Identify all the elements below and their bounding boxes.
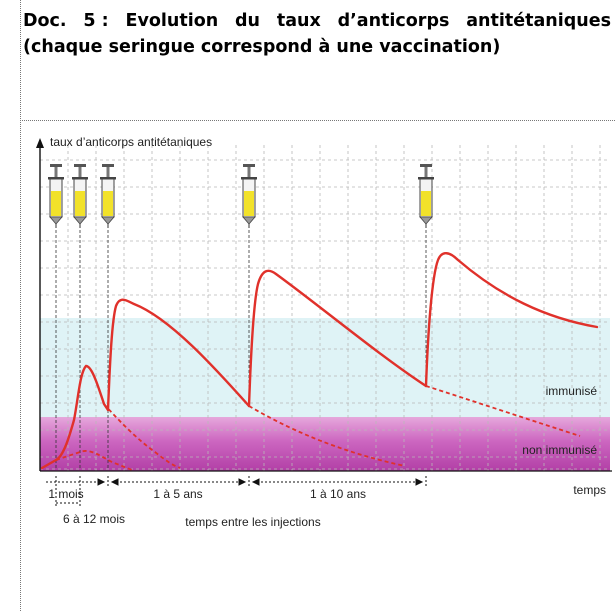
interval-caption: temps entre les injections: [185, 515, 320, 529]
syringes: [48, 164, 434, 228]
page-left-border: [20, 0, 21, 611]
curve-segment-1: [40, 364, 110, 470]
interval-label: 1 mois: [48, 487, 83, 501]
figure-top-border: [20, 120, 615, 121]
interval-label: 1 à 5 ans: [153, 487, 202, 501]
syringe-icon: [418, 164, 434, 228]
chart-grid: [40, 145, 610, 471]
title-word: du: [235, 11, 261, 31]
title-word: antitétaniques: [466, 11, 611, 31]
title-line-2: (chaque seringue correspond à une vaccin…: [23, 37, 501, 57]
injection-lines: [55, 225, 427, 468]
title-line-1: Doc. 5 : Evolution du taux d’anticorps a…: [23, 8, 611, 34]
dashed-segment-2: [103, 403, 181, 469]
dashed-segment-3: [248, 405, 406, 467]
interval-markers: [46, 476, 427, 506]
y-axis-arrow: [36, 138, 44, 148]
title-word: d’anticorps: [337, 11, 450, 31]
syringe-icon: [241, 164, 257, 228]
title-word: 5 :: [83, 11, 109, 31]
immune-zone: [40, 318, 610, 418]
curve-segment-2: [106, 298, 251, 412]
curve-segment-3: [247, 269, 428, 408]
syringe-icon: [72, 164, 88, 228]
y-axis-label: taux d’anticorps antitétaniques: [50, 135, 212, 149]
syringe-icon: [48, 164, 64, 228]
document-title: Doc. 5 : Evolution du taux d’anticorps a…: [23, 8, 611, 60]
curve-segment-4: [424, 252, 599, 388]
non-immune-zone-label: non immunisé: [522, 443, 597, 457]
x-axis-label: temps: [573, 483, 606, 497]
dashed-segment-1: [55, 450, 133, 471]
title-word: Doc.: [23, 11, 67, 31]
antibody-curve-solid: [40, 252, 599, 470]
dashed-segment-4: [425, 385, 581, 437]
antibody-curve-dashed: [55, 385, 581, 471]
immune-zone-label: immunisé: [546, 384, 598, 398]
non-immune-zone: [40, 417, 610, 471]
syringe-icon: [100, 164, 116, 228]
title-word: taux: [276, 11, 321, 31]
interval-label: 6 à 12 mois: [63, 512, 125, 526]
title-word: Evolution: [125, 11, 219, 31]
interval-label: 1 à 10 ans: [310, 487, 366, 501]
